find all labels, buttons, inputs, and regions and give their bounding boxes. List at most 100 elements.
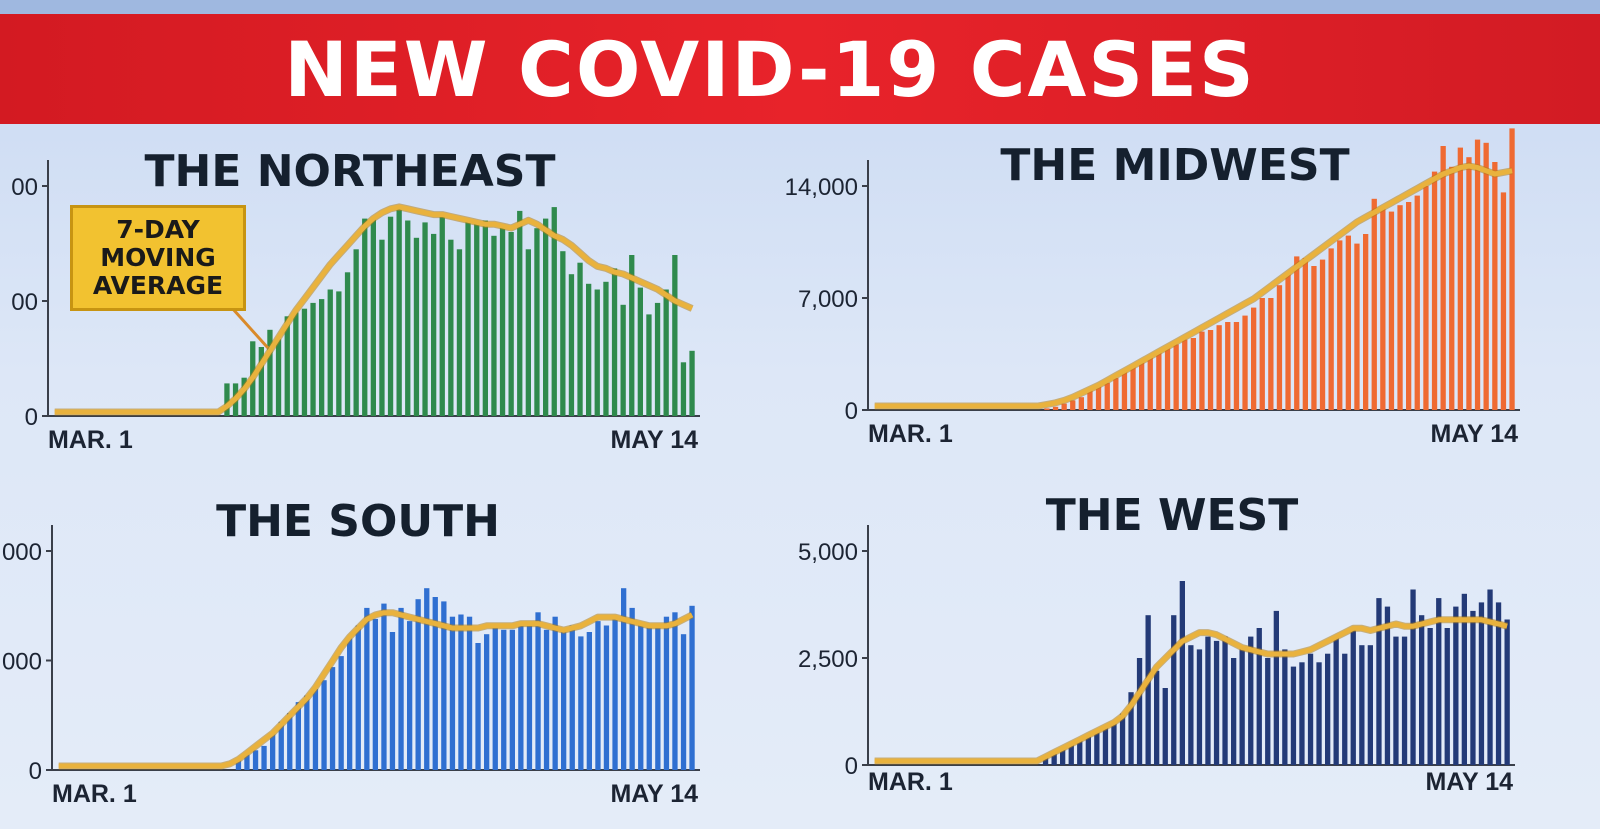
y-tick-label: 00 (11, 174, 38, 201)
bar (560, 251, 566, 416)
bar (353, 249, 359, 417)
x-end-label: MAY 14 (610, 426, 698, 454)
bar (1492, 162, 1498, 410)
bar (1478, 602, 1485, 765)
bar (1282, 649, 1288, 765)
bar (458, 614, 464, 770)
bar (663, 289, 669, 416)
bar (310, 302, 316, 416)
bar (603, 281, 609, 416)
y-tick-label: 0 (25, 404, 38, 431)
bar (1371, 198, 1377, 410)
bar (1427, 628, 1433, 765)
bar (484, 634, 490, 770)
bar (1483, 142, 1489, 411)
bar (552, 616, 558, 770)
bar (1319, 259, 1326, 410)
bar (1060, 747, 1066, 765)
bar (1342, 653, 1348, 765)
top-strip (0, 0, 1600, 14)
bar (1397, 205, 1403, 410)
bar (1207, 330, 1214, 410)
y-tick-label: 2,500 (798, 646, 858, 673)
bar (1345, 235, 1351, 410)
bar (1239, 649, 1245, 765)
bar (407, 621, 413, 770)
bar (1311, 266, 1317, 410)
bar (336, 291, 342, 416)
bar (508, 232, 514, 416)
bar (1111, 722, 1117, 765)
bar (568, 274, 575, 416)
y-tick-label: 7,000 (798, 286, 858, 313)
bar (1509, 128, 1515, 410)
y-tick-label: 5,000 (798, 539, 858, 566)
moving-average-line (58, 610, 694, 769)
bar (1259, 298, 1265, 410)
bar (612, 616, 618, 770)
bar (1363, 234, 1369, 410)
bar (1164, 347, 1171, 410)
bar (594, 289, 600, 416)
x-start-label: MAR. 1 (868, 420, 953, 448)
bar (1190, 338, 1196, 410)
bar (448, 239, 454, 416)
bar (379, 239, 385, 416)
y-tick-label: 0 (845, 398, 858, 425)
bar (441, 601, 447, 770)
bar (347, 638, 353, 770)
bar (1431, 171, 1438, 410)
bar (1453, 606, 1459, 765)
bar (578, 636, 584, 770)
bar (1487, 589, 1493, 765)
bar (569, 625, 575, 770)
bar (319, 299, 325, 416)
bar (270, 732, 276, 770)
bar (1196, 649, 1203, 765)
bar (526, 623, 533, 770)
bar (1500, 192, 1507, 410)
bar (603, 625, 610, 770)
bar (1384, 606, 1391, 765)
bar (525, 249, 531, 417)
bar (1388, 211, 1395, 410)
bar (680, 634, 687, 770)
bar (405, 220, 411, 416)
bar (1147, 357, 1153, 410)
y-tick-label: 000 (2, 539, 42, 566)
bar (362, 218, 368, 416)
bar (439, 214, 445, 416)
bar (1268, 298, 1274, 410)
bar (1085, 735, 1091, 765)
bar (413, 237, 420, 417)
bar (655, 625, 661, 770)
title-banner: NEW COVID-19 CASES (0, 14, 1600, 124)
bar (680, 362, 687, 416)
bar (1104, 382, 1110, 410)
bar (1087, 390, 1093, 410)
bar (355, 625, 361, 770)
bar (1265, 658, 1271, 765)
bar (398, 607, 404, 770)
bar (1273, 610, 1279, 765)
bar (224, 383, 230, 416)
panel-title: THE MIDWEST (1000, 140, 1349, 191)
bar (1128, 692, 1134, 765)
bar (1495, 602, 1502, 765)
bar (1156, 350, 1162, 410)
panel-title: THE NORTHEAST (145, 146, 556, 197)
bar (261, 745, 267, 770)
bar (1179, 581, 1185, 765)
x-start-label: MAR. 1 (868, 768, 953, 796)
bar (1401, 636, 1408, 765)
panel-title: THE WEST (1046, 490, 1299, 541)
bar (258, 347, 264, 416)
bar (672, 255, 678, 416)
bar (586, 632, 592, 770)
panel-title: THE SOUTH (216, 496, 500, 547)
bar (1078, 397, 1084, 410)
bar (329, 667, 336, 770)
bar (466, 616, 473, 770)
bar (1077, 739, 1083, 765)
bar (646, 314, 652, 416)
